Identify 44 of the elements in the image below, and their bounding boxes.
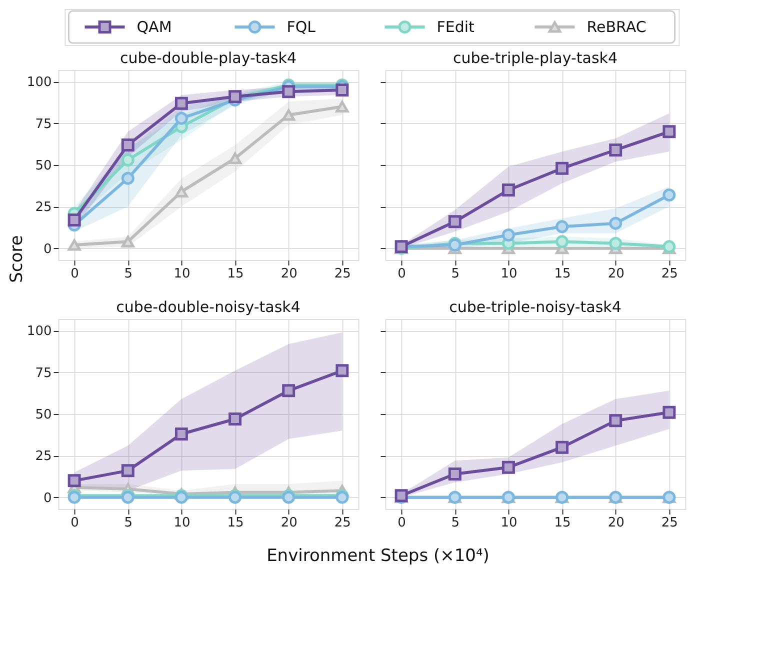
x-tick-label: 10 [500, 266, 518, 282]
y-tick-label: 50 [35, 158, 52, 174]
x-tick-label: 5 [451, 516, 460, 530]
x-tick-label: 0 [70, 516, 79, 530]
x-axis-title: Environment Steps (×10⁴) [266, 546, 490, 566]
x-tick-label: 0 [398, 266, 406, 282]
x-tick-label: 15 [554, 516, 571, 530]
chart-title: cube-double-noisy-task4 [116, 298, 300, 316]
y-tick-label: 50 [35, 408, 52, 422]
chart-title: cube-triple-noisy-task4 [449, 298, 622, 316]
x-tick-label: 25 [661, 516, 678, 530]
y-axis-title: Score [7, 235, 27, 283]
x-tick-label: 25 [661, 266, 678, 282]
x-tick-label: 10 [174, 516, 190, 530]
x-tick-label: 5 [124, 266, 133, 282]
x-tick-label: 0 [398, 516, 406, 530]
x-tick-label: 20 [608, 516, 624, 530]
y-tick-label: 75 [35, 366, 52, 381]
x-tick-label: 15 [227, 516, 244, 530]
x-tick-label: 25 [334, 266, 351, 282]
x-tick-label: 20 [280, 266, 298, 282]
x-tick-label: 5 [451, 266, 460, 282]
y-tick-label: 0 [43, 490, 52, 506]
x-tick-label: 25 [334, 516, 351, 530]
x-tick-label: 5 [124, 516, 133, 530]
y-tick-label: 0 [43, 242, 52, 257]
x-tick-label: 20 [280, 516, 298, 530]
legend-label: QAM [136, 18, 172, 36]
y-tick-label: 25 [35, 200, 52, 216]
x-tick-label: 15 [554, 266, 571, 282]
y-tick-label: 75 [35, 116, 52, 132]
x-tick-label: 10 [174, 266, 190, 282]
x-tick-label: 10 [500, 516, 518, 530]
legend-label: FEdit [436, 18, 475, 36]
x-tick-label: 0 [70, 266, 79, 282]
legend-label: FQL [286, 18, 316, 36]
chart-title: cube-double-play-task4 [120, 49, 296, 67]
legend-label: ReBRAC [586, 18, 646, 36]
y-tick-label: 100 [26, 324, 52, 340]
chart-title: cube-triple-play-task4 [453, 49, 618, 67]
y-tick-label: 25 [35, 449, 52, 464]
x-tick-label: 20 [608, 266, 624, 282]
y-tick-label: 100 [26, 75, 52, 90]
x-tick-label: 15 [227, 266, 244, 282]
